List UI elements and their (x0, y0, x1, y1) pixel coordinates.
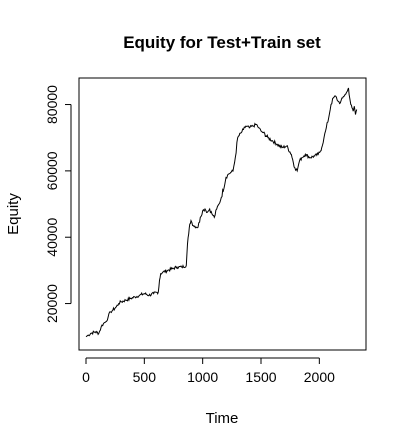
y-axis-label: Equity (5, 193, 22, 235)
x-tick-label: 1500 (245, 369, 276, 385)
x-axis: 0 500 1000 1500 2000 (82, 357, 335, 385)
equity-series-line (85, 87, 358, 338)
y-tick-label: 40000 (44, 218, 60, 257)
y-axis: 20000 40000 60000 80000 (44, 85, 72, 323)
x-tick-label: 1000 (187, 369, 218, 385)
plot-area-border (78, 77, 367, 351)
x-axis-label: Time (206, 410, 239, 427)
y-tick-label: 20000 (44, 284, 60, 323)
x-tick-label: 500 (133, 369, 157, 385)
y-tick-label: 60000 (44, 151, 60, 190)
x-tick-label: 0 (82, 369, 90, 385)
x-tick-label: 2000 (304, 369, 335, 385)
y-tick-label: 80000 (44, 85, 60, 124)
chart-title: Equity for Test+Train set (123, 33, 321, 52)
